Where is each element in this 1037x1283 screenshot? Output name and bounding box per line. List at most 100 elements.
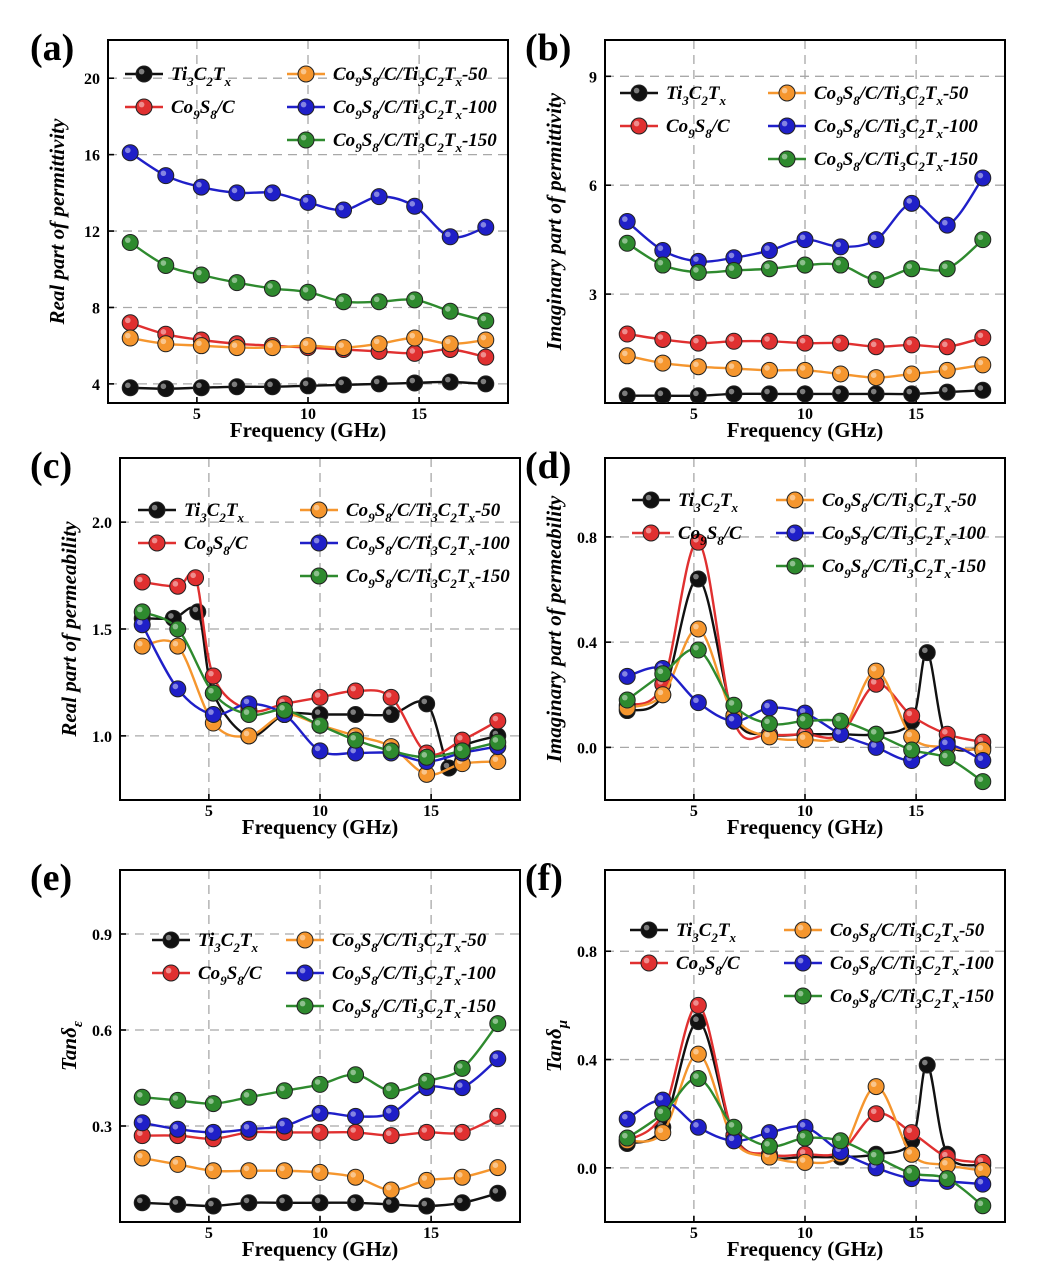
series-marker [760, 1137, 778, 1155]
marker-circle [903, 336, 921, 354]
marker-highlight [906, 744, 913, 751]
marker-highlight [870, 665, 877, 672]
marker-circle [654, 1124, 672, 1142]
series-marker [299, 283, 317, 301]
legend-label-part: x [943, 533, 951, 548]
marker-highlight [977, 332, 984, 339]
marker-circle [133, 573, 151, 591]
series-marker [654, 686, 672, 704]
marker-highlight [373, 296, 380, 303]
legend-label-part: Co [666, 116, 688, 137]
marker-circle [867, 231, 885, 249]
marker-circle [204, 1197, 222, 1215]
marker-highlight [350, 1197, 356, 1204]
series-marker [796, 256, 814, 274]
series-marker [725, 1132, 743, 1150]
legend-label-part: S [695, 116, 706, 137]
series-marker [903, 194, 921, 212]
marker-highlight [299, 934, 306, 941]
marker-highlight [457, 745, 463, 752]
series-marker [157, 335, 175, 353]
marker-circle [938, 216, 956, 234]
marker-circle [297, 65, 315, 83]
legend-label-part: x [454, 74, 462, 89]
marker-highlight [693, 573, 699, 580]
legend-label-part: 8 [861, 533, 868, 548]
legend-label-part: -50 [959, 920, 985, 941]
legend-label-part: -150 [951, 556, 986, 577]
marker-circle [832, 365, 850, 383]
marker-circle [263, 279, 281, 297]
marker-circle [418, 748, 436, 766]
marker-highlight [835, 241, 841, 248]
legend-label-part: S [851, 523, 862, 544]
legend-label-part: C [425, 64, 438, 85]
legend-item: Co9S8/C/Ti3C2Tx-150 [300, 566, 510, 591]
marker-highlight [764, 702, 770, 709]
marker-circle [406, 344, 424, 362]
x-tick-label: 15 [411, 406, 427, 423]
marker-highlight [492, 756, 499, 762]
marker-highlight [125, 332, 131, 339]
series-marker [418, 1171, 436, 1189]
series-marker [654, 1091, 672, 1109]
series-marker [263, 279, 281, 297]
marker-circle [310, 501, 328, 519]
y-axis-title-part: μ [555, 1020, 571, 1029]
series-marker [311, 1123, 329, 1141]
legend-label-part: Co [198, 963, 220, 984]
legend-item: Co9S8/C/Ti3C2Tx-100 [776, 523, 986, 548]
marker-circle [382, 1181, 400, 1199]
marker-highlight [300, 101, 307, 108]
legend-label-part: 8 [861, 500, 868, 515]
marker-circle [725, 696, 743, 714]
legend-label: Co9S8/C/Ti3C2Tx-150 [333, 130, 497, 155]
marker-circle [654, 330, 672, 348]
series-marker [832, 1132, 850, 1150]
series-marker [938, 260, 956, 278]
series-marker [406, 344, 424, 362]
marker-circle [296, 931, 314, 949]
marker-highlight [137, 640, 143, 647]
marker-circle [406, 374, 424, 392]
marker-highlight [657, 245, 664, 251]
marker-circle [642, 524, 660, 542]
series-marker [453, 742, 471, 760]
marker-highlight [445, 306, 451, 312]
marker-highlight [314, 1197, 321, 1204]
series-marker [832, 238, 850, 256]
legend-label-part: T [443, 963, 456, 984]
series-marker [382, 1082, 400, 1100]
series-marker [689, 387, 707, 403]
marker-circle [618, 387, 636, 403]
series-marker [689, 641, 707, 659]
legend-label-part: 8 [869, 963, 876, 978]
marker-highlight [835, 337, 841, 344]
marker-highlight [457, 1082, 463, 1088]
legend-label-part: T [720, 490, 733, 511]
marker-highlight [942, 341, 948, 348]
marker-highlight [350, 1127, 356, 1133]
marker-circle [347, 1066, 365, 1084]
marker-circle [630, 84, 648, 102]
marker-highlight [267, 187, 273, 194]
panel-d: (d) 5 10 15 0.0 0.4 0.8 Frequency (GHz) Imaginar… [525, 445, 1006, 839]
series-marker [786, 557, 804, 575]
marker-highlight [137, 606, 143, 613]
legend-item: Co9S8/C [630, 953, 740, 978]
marker-highlight [728, 336, 735, 342]
marker-highlight [125, 237, 131, 243]
legend-label: Co9S8/C/Ti3C2Tx-100 [346, 533, 510, 558]
series-co9s8-c-ti3c2tx-150 [618, 641, 992, 791]
legend-label-part: C [207, 500, 220, 521]
legend: Ti3C2TxCo9S8/CCo9S8/C/Ti3C2Tx-50Co9S8/C/… [125, 64, 497, 155]
series-marker [974, 169, 992, 187]
legend-label-part: 8 [869, 930, 876, 945]
series-marker [418, 1123, 436, 1141]
marker-highlight [231, 187, 238, 194]
marker-circle [441, 373, 459, 391]
marker-highlight [279, 1120, 285, 1127]
series-marker [654, 354, 672, 372]
marker-circle [832, 334, 850, 352]
y-tick-label: 0.0 [577, 1161, 597, 1178]
